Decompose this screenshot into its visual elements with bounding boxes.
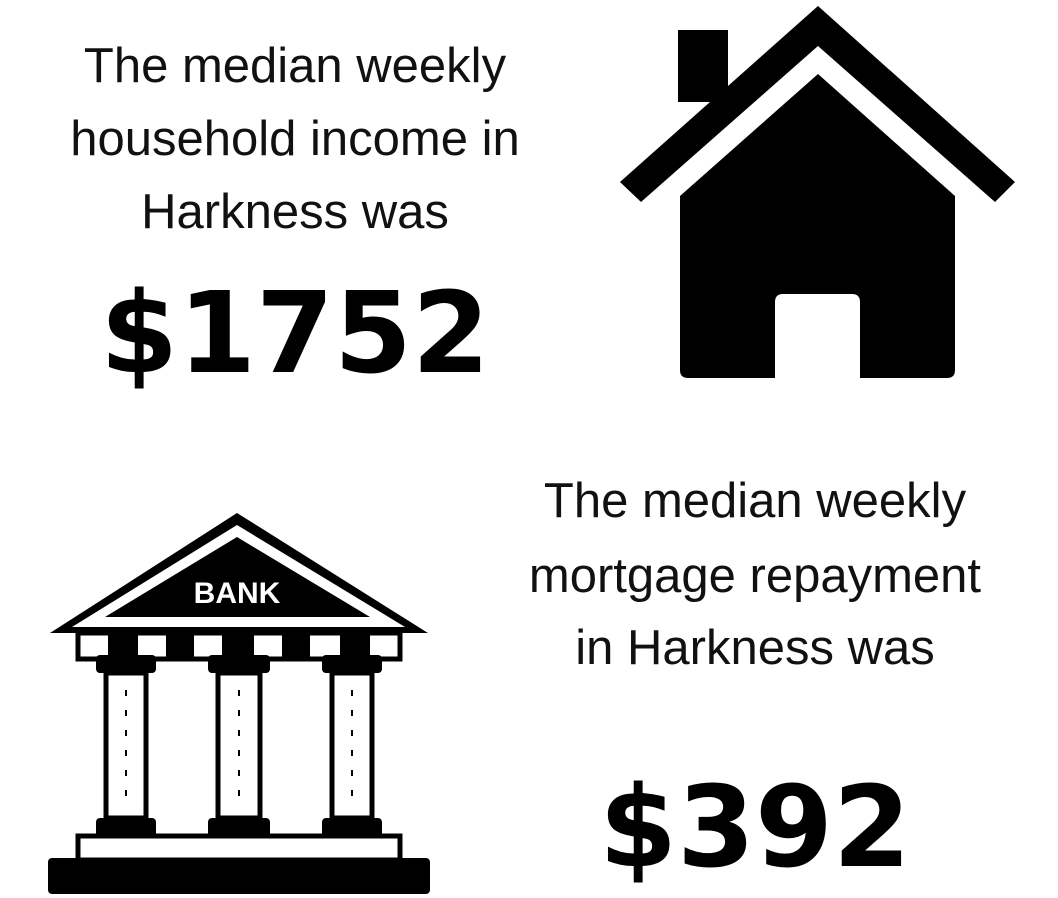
- caption-line: household income in: [70, 112, 519, 166]
- income-value: $1752: [100, 269, 490, 399]
- house-icon: [620, 6, 1015, 378]
- step: [75, 833, 403, 863]
- caption-line: The median weekly: [84, 39, 507, 93]
- base: [48, 858, 430, 894]
- caption-line: Harkness was: [141, 185, 449, 239]
- caption-line: The median weekly: [544, 474, 967, 528]
- roof: [620, 6, 1015, 202]
- mortgage-value: $392: [599, 763, 911, 893]
- caption-line: mortgage repayment: [529, 549, 982, 603]
- bank-icon: BANK: [48, 513, 430, 894]
- caption-line: in Harkness was: [575, 621, 934, 675]
- dentils: [96, 633, 382, 838]
- house-body: [680, 74, 955, 378]
- bank-pediment: [105, 537, 370, 617]
- chimney: [678, 30, 728, 102]
- bank-label: BANK: [194, 577, 281, 610]
